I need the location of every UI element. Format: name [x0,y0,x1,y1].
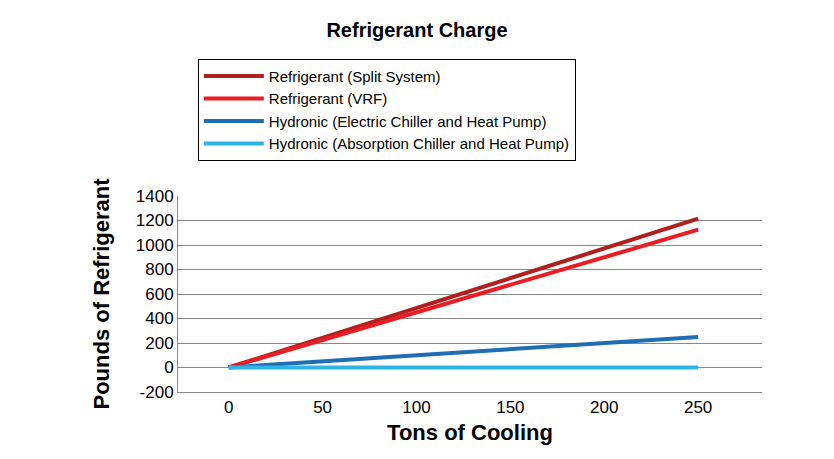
svg-text:Hydronic (Electric Chiller and: Hydronic (Electric Chiller and Heat Pump… [269,113,547,130]
svg-text:-200: -200 [140,383,174,402]
svg-text:Refrigerant Charge: Refrigerant Charge [326,19,507,41]
svg-text:800: 800 [145,260,173,279]
svg-text:1400: 1400 [136,187,174,206]
svg-text:250: 250 [684,398,712,417]
svg-text:200: 200 [590,398,618,417]
svg-text:Refrigerant (VRF): Refrigerant (VRF) [269,90,387,107]
svg-text:600: 600 [145,285,173,304]
svg-text:200: 200 [145,334,173,353]
svg-text:150: 150 [496,398,524,417]
svg-text:50: 50 [313,398,332,417]
svg-text:1000: 1000 [136,236,174,255]
svg-text:0: 0 [164,358,173,377]
svg-text:0: 0 [224,398,233,417]
svg-text:Tons of Cooling: Tons of Cooling [387,420,553,445]
svg-text:Hydronic (Absorption Chiller a: Hydronic (Absorption Chiller and Heat Pu… [269,135,569,152]
svg-text:1200: 1200 [136,211,174,230]
svg-text:Refrigerant (Split System): Refrigerant (Split System) [269,68,441,85]
svg-text:100: 100 [402,398,430,417]
svg-text:400: 400 [145,309,173,328]
svg-text:Pounds of Refrigerant: Pounds of Refrigerant [89,178,114,410]
